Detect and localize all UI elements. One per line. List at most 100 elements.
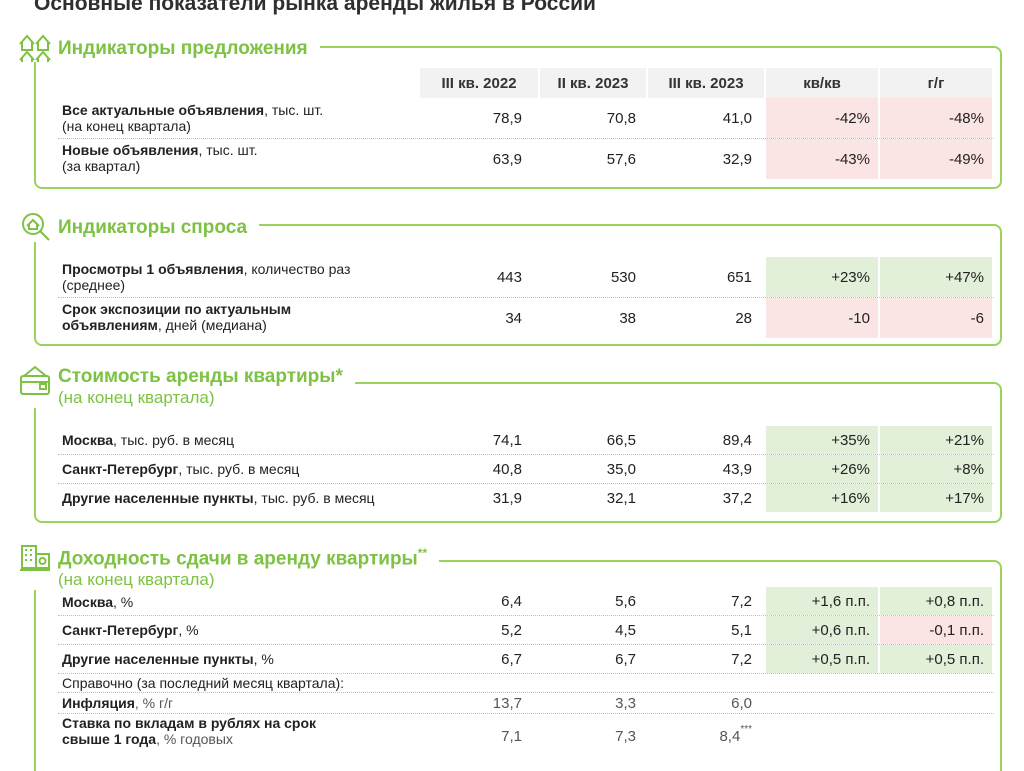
table-row: Другие населенные пункты, тыс. руб. в ме… <box>62 490 375 506</box>
divider <box>58 673 994 674</box>
value-cell: 3,3 <box>615 694 636 712</box>
value-cell: 38 <box>619 309 636 327</box>
section-title: Доходность сдачи в аренду квартиры** <box>58 546 428 570</box>
qq-change-cell: +23% <box>766 257 878 297</box>
value-cell: 32,1 <box>606 489 636 507</box>
divider <box>58 297 994 298</box>
section-subtitle: (на конец квартала) <box>58 388 215 407</box>
value-cell: 74,1 <box>492 431 522 449</box>
rental-yield-section-header: Доходность сдачи в аренду квартиры** (на… <box>14 540 440 591</box>
qq-change-cell: -42% <box>766 98 878 138</box>
value-cell: 13,7 <box>492 694 522 712</box>
demand-indicators-section <box>34 224 1002 346</box>
value-cell: 35,0 <box>606 460 636 478</box>
value-cell: 40,8 <box>492 460 522 478</box>
qq-change-cell: +1,6 п.п. <box>766 587 878 615</box>
divider <box>58 713 994 714</box>
yy-change-cell: +47% <box>880 257 992 297</box>
col-header-q3-2022: III кв. 2022 <box>420 68 538 98</box>
value-cell: 57,6 <box>606 150 636 168</box>
yy-change-cell: +21% <box>880 426 992 454</box>
value-cell: 5,1 <box>731 621 752 639</box>
yy-change-cell: -0,1 п.п. <box>880 616 992 644</box>
divider <box>58 644 994 645</box>
table-row: Санкт-Петербург, тыс. руб. в месяц <box>62 461 300 477</box>
col-header-q2-2023: II кв. 2023 <box>540 68 646 98</box>
col-header-yy: г/г <box>880 68 992 98</box>
value-cell: 43,9 <box>722 460 752 478</box>
table-row: Новые объявления, тыс. шт. (за квартал) <box>62 142 258 174</box>
value-cell: 7,2 <box>731 592 752 610</box>
yy-change-cell: -48% <box>880 98 992 138</box>
qq-change-cell: +26% <box>766 455 878 483</box>
section-title: Стоимость аренды квартиры* <box>58 366 343 387</box>
value-cell: 5,2 <box>501 621 522 639</box>
yy-change-cell: -49% <box>880 139 992 179</box>
yy-change-cell: +0,8 п.п. <box>880 587 992 615</box>
magnifier-house-icon <box>22 213 50 241</box>
value-cell: 6,0 <box>731 694 752 712</box>
value-cell: 89,4 <box>722 431 752 449</box>
value-cell: 78,9 <box>492 109 522 127</box>
value-cell: 6,7 <box>615 650 636 668</box>
table-row: Все актуальные объявления, тыс. шт. (на к… <box>62 102 324 134</box>
house-wallet-icon <box>20 365 50 395</box>
col-header-q3-2023: III кв. 2023 <box>648 68 764 98</box>
table-row: Москва, % <box>62 594 134 610</box>
value-cell: 7,3 <box>615 727 636 745</box>
section-subtitle: (на конец квартала) <box>58 570 215 590</box>
divider <box>58 483 994 484</box>
rental-yield-section <box>34 560 1002 771</box>
value-cell: 31,9 <box>492 489 522 507</box>
value-cell: 530 <box>610 268 636 286</box>
value-cell: 70,8 <box>606 109 636 127</box>
table-row: Ставка по вкладам в рублях на срок свыше … <box>62 715 317 747</box>
qq-change-cell: +16% <box>766 484 878 512</box>
building-money-icon <box>20 545 50 571</box>
qq-change-cell: -10 <box>766 298 878 338</box>
rent-cost-section-header: Стоимость аренды квартиры* (на конец ква… <box>14 364 355 408</box>
page-title: Основные показатели рынка аренды жилья в… <box>34 0 596 15</box>
table-row: Санкт-Петербург, % <box>62 622 199 638</box>
divider <box>58 138 994 139</box>
demand-section-header: Индикаторы спроса <box>14 210 260 242</box>
yy-change-cell: +8% <box>880 455 992 483</box>
reference-label-row: Справочно (за последний месяц квартала): <box>62 675 345 691</box>
value-cell: 7,1 <box>501 727 522 745</box>
value-cell: 63,9 <box>492 150 522 168</box>
divider <box>58 454 994 455</box>
divider <box>58 692 994 693</box>
qq-change-cell: +0,5 п.п. <box>766 645 878 673</box>
value-cell: 34 <box>505 309 522 327</box>
yy-change-cell: -6 <box>880 298 992 338</box>
value-cell: 651 <box>726 268 752 286</box>
table-row: Другие населенные пункты, % <box>62 651 274 667</box>
value-cell: 41,0 <box>722 109 752 127</box>
section-title: Индикаторы предложения <box>58 38 308 59</box>
value-cell: 8,4 *** <box>719 724 752 745</box>
yy-change-cell: +17% <box>880 484 992 512</box>
divider <box>58 615 994 616</box>
value-cell: 6,4 <box>501 592 522 610</box>
houses-icon <box>19 34 51 62</box>
value-cell: 32,9 <box>722 150 752 168</box>
rent-cost-section <box>34 382 1002 523</box>
value-cell: 37,2 <box>722 489 752 507</box>
qq-change-cell: +35% <box>766 426 878 454</box>
supply-section-header: Индикаторы предложения <box>14 30 320 62</box>
table-row: Москва, тыс. руб. в месяц <box>62 432 234 448</box>
value-cell: 443 <box>496 268 522 286</box>
qq-change-cell: -43% <box>766 139 878 179</box>
value-cell: 66,5 <box>606 431 636 449</box>
qq-change-cell: +0,6 п.п. <box>766 616 878 644</box>
value-cell: 28 <box>735 309 752 327</box>
value-cell: 6,7 <box>501 650 522 668</box>
value-cell: 7,2 <box>731 650 752 668</box>
table-row: Просмотры 1 объявления, количество раз (с… <box>62 261 351 293</box>
table-row: Срок экспозиции по актуальным объявлениям… <box>62 301 292 333</box>
yy-change-cell: +0,5 п.п. <box>880 645 992 673</box>
section-title: Индикаторы спроса <box>58 217 248 238</box>
value-cell: 4,5 <box>615 621 636 639</box>
supply-indicators-section <box>34 46 1002 189</box>
table-row: Инфляция, % г/г <box>62 695 174 711</box>
